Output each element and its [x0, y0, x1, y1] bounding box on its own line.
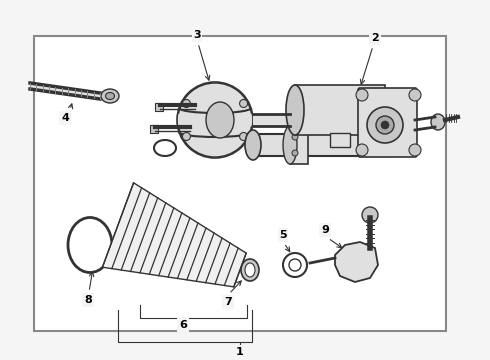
Text: 4: 4	[61, 113, 69, 123]
Polygon shape	[253, 114, 290, 126]
Bar	[290, 126, 308, 164]
Polygon shape	[30, 83, 100, 99]
Ellipse shape	[73, 223, 107, 267]
Circle shape	[409, 144, 421, 156]
Text: 7: 7	[224, 297, 232, 307]
Polygon shape	[335, 242, 378, 282]
Bar	[383, 89, 405, 131]
Circle shape	[240, 132, 247, 140]
Circle shape	[292, 150, 298, 156]
Circle shape	[356, 144, 368, 156]
Text: 9: 9	[321, 225, 329, 235]
Ellipse shape	[286, 85, 304, 135]
Text: 6: 6	[179, 320, 187, 330]
Circle shape	[367, 107, 403, 143]
Circle shape	[283, 253, 307, 277]
Text: 1: 1	[236, 347, 244, 357]
Polygon shape	[102, 183, 246, 287]
Ellipse shape	[431, 114, 445, 130]
Circle shape	[387, 104, 393, 110]
Circle shape	[387, 114, 393, 120]
Ellipse shape	[241, 259, 259, 281]
Text: 5: 5	[279, 230, 287, 240]
Circle shape	[395, 114, 401, 120]
Circle shape	[356, 89, 368, 101]
Circle shape	[395, 104, 401, 110]
Ellipse shape	[105, 93, 115, 99]
Bar	[150, 125, 158, 133]
Circle shape	[289, 259, 301, 271]
Ellipse shape	[206, 102, 234, 138]
Circle shape	[409, 89, 421, 101]
FancyBboxPatch shape	[358, 88, 417, 157]
Bar	[155, 103, 163, 111]
Ellipse shape	[245, 130, 261, 160]
Ellipse shape	[245, 263, 255, 277]
Circle shape	[381, 121, 389, 129]
Text: 8: 8	[84, 295, 92, 305]
Ellipse shape	[283, 126, 297, 164]
Circle shape	[292, 134, 298, 140]
Circle shape	[376, 116, 394, 134]
Circle shape	[177, 82, 253, 158]
Ellipse shape	[68, 217, 112, 273]
Bar	[330, 133, 350, 147]
Circle shape	[387, 94, 393, 100]
Text: 2: 2	[371, 33, 379, 43]
Circle shape	[395, 94, 401, 100]
Bar	[34, 36, 446, 331]
Bar	[253, 134, 390, 156]
Text: 3: 3	[193, 30, 201, 40]
Bar	[295, 85, 385, 135]
Circle shape	[182, 132, 191, 140]
Ellipse shape	[101, 89, 119, 103]
Circle shape	[362, 207, 378, 223]
Circle shape	[240, 99, 247, 108]
Circle shape	[182, 99, 191, 108]
